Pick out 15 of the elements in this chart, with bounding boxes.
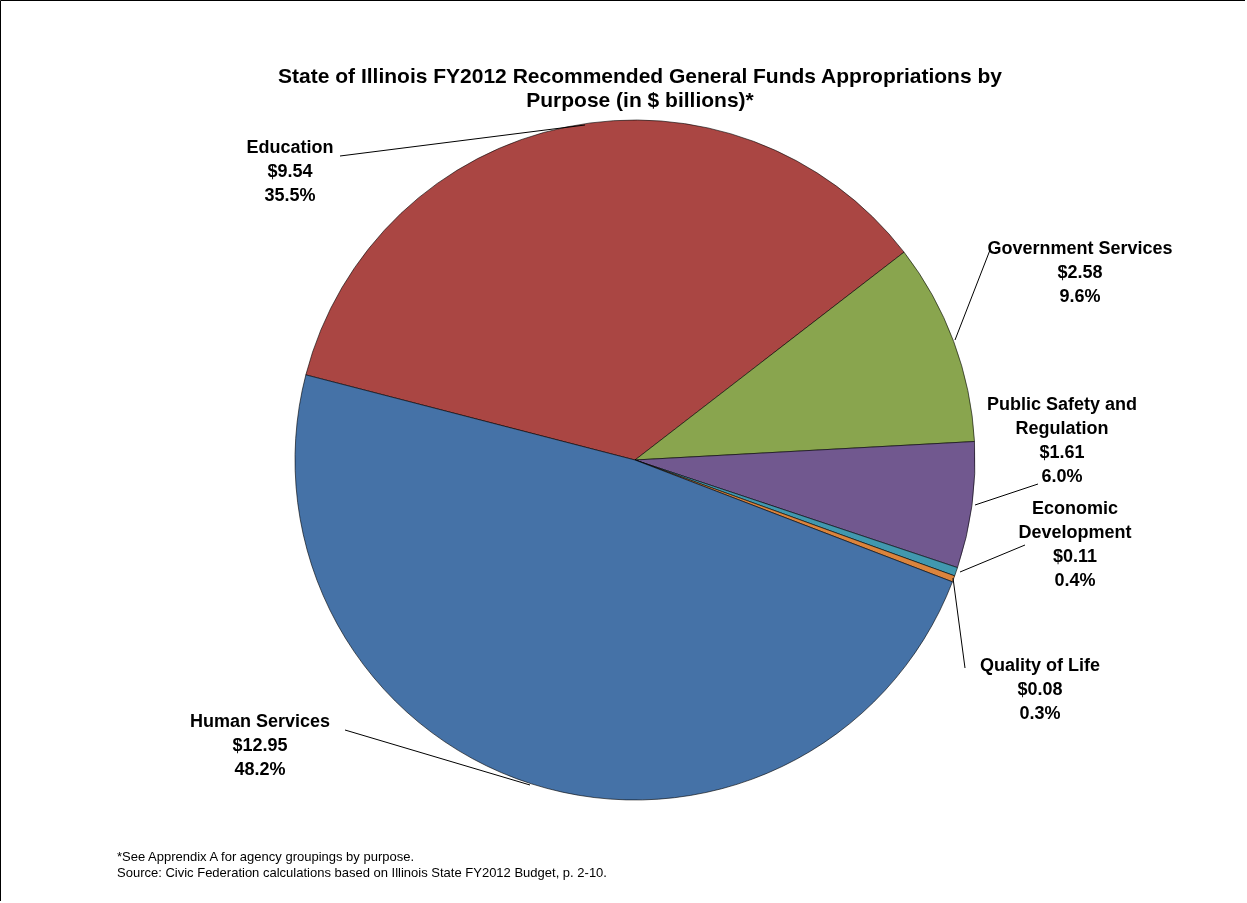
slice-label: Public Safety and Regulation	[986, 394, 1138, 438]
data-label: $0.11 0.4%	[1052, 546, 1098, 590]
slice-label: Government Services	[987, 238, 1173, 258]
slice-label: Quality of Life	[979, 655, 1101, 675]
text: *See Apprendix A for agency groupings by purpose.	[117, 849, 415, 864]
data-label: $2.58 9.6%	[1057, 262, 1103, 306]
data-label: $12.95 48.2%	[232, 735, 288, 779]
source-note: Source: Civic Federation calculations based on Illinois State FY2012 Budget, p. 2-10.	[117, 865, 607, 880]
data-label: $0.08 0.3%	[1017, 679, 1063, 723]
slice-label: Economic Development	[1018, 498, 1132, 542]
chart-title: State of Illinois FY2012 Recommended General Funds Appropriations by Purpose (in $ billions)*	[278, 64, 1003, 111]
slice-label: Human Services	[189, 711, 331, 731]
data-label: $9.54 35.5%	[264, 161, 316, 205]
slice-label: Education	[246, 137, 334, 157]
data-label: $1.61 6.0%	[1039, 442, 1085, 486]
